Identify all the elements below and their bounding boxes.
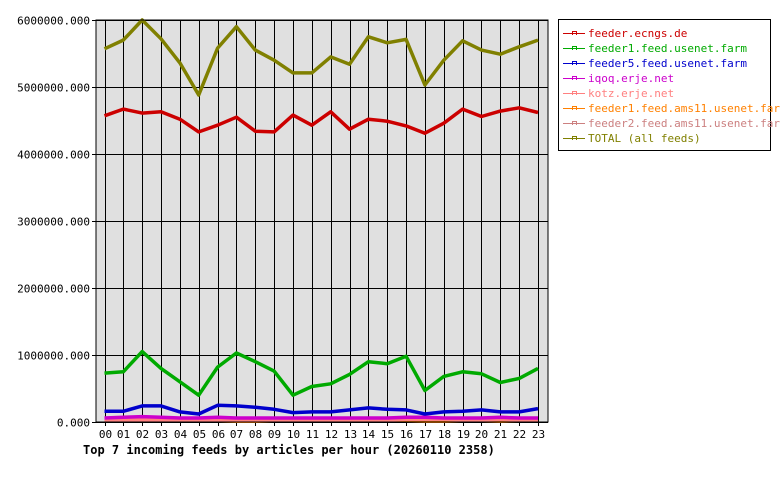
y-tick-label: 5000000.000 xyxy=(17,82,90,95)
legend-item-feeder2-ams11: feeder2.feed.ams11.usenet.farm xyxy=(563,116,780,131)
legend-item-feeder-ecngs: feeder.ecngs.de xyxy=(563,26,687,41)
legend-label: feeder.ecngs.de xyxy=(588,27,688,40)
legend-swatch-icon xyxy=(563,74,585,84)
x-tick-label: 09 xyxy=(268,428,281,441)
y-axis: 0.000 1000000.000 2000000.000 3000000.000 40… xyxy=(17,15,90,430)
legend-label: kotz.erje.net xyxy=(588,87,675,100)
x-tick-label: 11 xyxy=(306,428,319,441)
legend-swatch-icon xyxy=(563,29,585,39)
x-tick-label: 21 xyxy=(494,428,507,441)
x-tick-label: 16 xyxy=(400,428,413,441)
legend-label: feeder1.feed.usenet.farm xyxy=(588,42,747,55)
x-tick-label: 20 xyxy=(475,428,488,441)
legend-item-feeder1-ams11: feeder1.feed.ams11.usenet.farm xyxy=(563,101,780,116)
y-tick-label: 3000000.000 xyxy=(17,216,90,229)
x-tick-label: 02 xyxy=(136,428,149,441)
legend: feeder.ecngs.de feeder1.feed.usenet.farm… xyxy=(558,19,780,151)
legend-swatch-icon xyxy=(563,44,585,54)
x-tick-label: 13 xyxy=(344,428,357,441)
series-line xyxy=(103,18,539,97)
x-tick-label: 00 xyxy=(99,428,112,441)
legend-item-total: TOTAL (all feeds) xyxy=(563,131,701,146)
x-tick-label: 18 xyxy=(438,428,451,441)
x-tick-label: 04 xyxy=(174,428,188,441)
y-tick-label: 2000000.000 xyxy=(17,283,90,296)
series-line xyxy=(103,106,539,135)
legend-swatch-icon xyxy=(563,89,585,99)
x-tick-label: 17 xyxy=(419,428,432,441)
series-lines xyxy=(103,18,539,424)
x-tick-label: 23 xyxy=(532,428,545,441)
x-tick-label: 01 xyxy=(117,428,130,441)
plot-border xyxy=(95,19,549,423)
x-tick-label: 05 xyxy=(193,428,206,441)
legend-swatch-icon xyxy=(563,119,585,129)
x-tick-label: 07 xyxy=(230,428,243,441)
legend-item-kotz-erje: kotz.erje.net xyxy=(563,86,674,101)
series-line xyxy=(104,417,538,422)
legend-item-iqoq-erje: iqoq.erje.net xyxy=(563,71,674,86)
y-tick-label: 0.000 xyxy=(57,417,90,430)
x-tick-label: 15 xyxy=(381,428,394,441)
legend-label: feeder5.feed.usenet.farm xyxy=(588,57,747,70)
series-line xyxy=(104,414,538,420)
series-line xyxy=(104,403,539,416)
x-axis: 00 01 02 03 04 05 06 07 08 09 10 11 12 13 14 15 16 17 18 19… xyxy=(99,428,545,441)
x-tick-label: 19 xyxy=(457,428,470,441)
x-tick-label: 03 xyxy=(155,428,168,441)
gridlines xyxy=(92,20,548,426)
x-tick-label: 10 xyxy=(287,428,300,441)
x-tick-label: 22 xyxy=(513,428,526,441)
legend-item-feeder1-usenet-farm: feeder1.feed.usenet.farm xyxy=(563,41,747,56)
legend-swatch-icon xyxy=(563,134,585,144)
legend-label: feeder2.feed.ams11.usenet.farm xyxy=(588,117,780,130)
legend-item-feeder5-usenet-farm: feeder5.feed.usenet.farm xyxy=(563,56,747,71)
series-line xyxy=(104,349,539,397)
legend-label: TOTAL (all feeds) xyxy=(588,132,701,145)
x-tick-label: 08 xyxy=(249,428,262,441)
y-tick-label: 1000000.000 xyxy=(17,350,90,363)
legend-label: iqoq.erje.net xyxy=(588,72,675,85)
x-tick-label: 14 xyxy=(362,428,376,441)
legend-swatch-icon xyxy=(563,104,585,114)
x-tick-label: 06 xyxy=(212,428,225,441)
legend-label: feeder1.feed.ams11.usenet.farm xyxy=(588,102,780,115)
chart-title: Top 7 incoming feeds by articles per hou… xyxy=(83,443,495,457)
x-tick-label: 12 xyxy=(325,428,338,441)
legend-swatch-icon xyxy=(563,59,585,69)
y-tick-label: 6000000.000 xyxy=(17,15,90,28)
y-tick-label: 4000000.000 xyxy=(17,149,90,162)
